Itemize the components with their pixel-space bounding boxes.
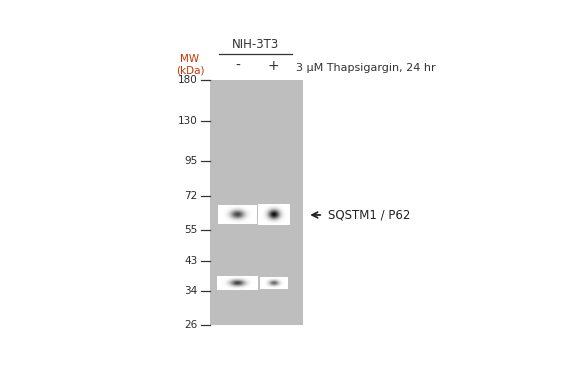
Text: 180: 180	[178, 75, 198, 85]
Text: SQSTM1 / P62: SQSTM1 / P62	[328, 208, 410, 222]
Bar	[210, 80, 303, 325]
Text: 55: 55	[184, 225, 198, 235]
Text: NIH-3T3: NIH-3T3	[232, 38, 279, 51]
Text: 95: 95	[184, 156, 198, 166]
Text: 26: 26	[184, 320, 198, 330]
Text: 130: 130	[178, 116, 198, 126]
Text: -: -	[235, 59, 240, 73]
Text: 3 μM Thapsigargin, 24 hr: 3 μM Thapsigargin, 24 hr	[296, 63, 436, 73]
Text: (kDa): (kDa)	[176, 66, 204, 76]
Text: 43: 43	[184, 256, 198, 266]
Text: +: +	[268, 59, 279, 73]
Text: MW: MW	[180, 54, 200, 64]
Text: 72: 72	[184, 191, 198, 201]
Text: 34: 34	[184, 286, 198, 296]
